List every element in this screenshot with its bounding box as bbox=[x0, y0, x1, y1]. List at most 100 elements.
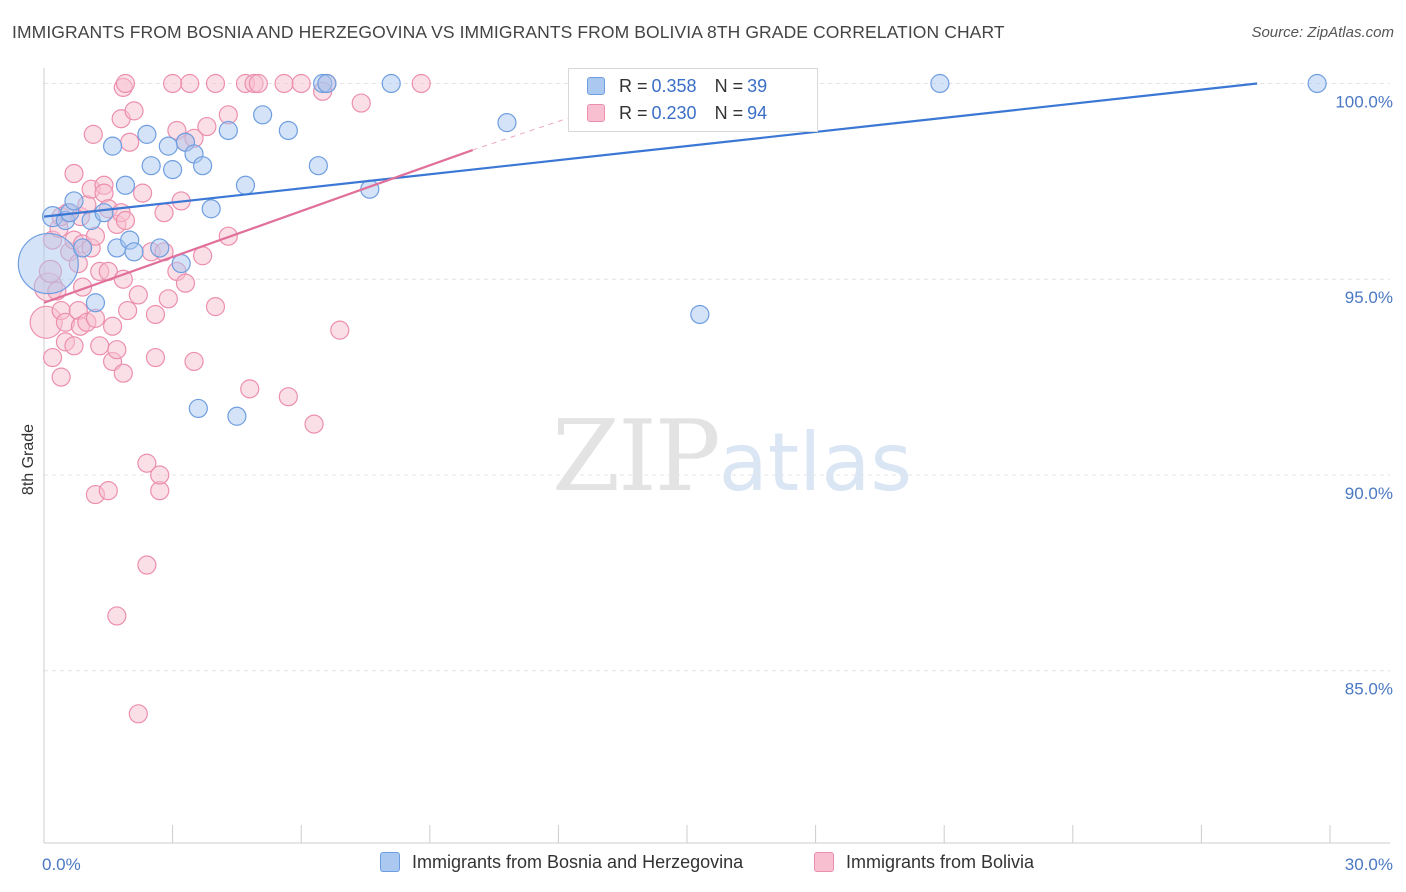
point-bolivia-63 bbox=[154, 203, 174, 223]
point-bolivia-46 bbox=[113, 363, 133, 383]
chart-source: Source: ZipAtlas.com bbox=[1251, 24, 1394, 41]
legend-n-label-bosnia: N = bbox=[714, 76, 744, 96]
point-bolivia-49 bbox=[115, 210, 136, 231]
bottom-legend-swatch-bosnia bbox=[380, 852, 400, 872]
trendline-bolivia bbox=[43, 149, 474, 304]
point-bolivia-84 bbox=[248, 73, 268, 94]
watermark-atlas: atlas bbox=[718, 416, 913, 509]
point-bolivia-52 bbox=[124, 101, 144, 121]
trendline-bosnia bbox=[43, 82, 1258, 218]
point-bolivia-16 bbox=[64, 163, 84, 184]
point-bolivia-51 bbox=[120, 132, 140, 152]
chart-title: IMMIGRANTS FROM BOSNIA AND HERZEGOVINA V… bbox=[12, 22, 1005, 42]
point-bolivia-62 bbox=[150, 465, 170, 485]
legend-row-bolivia: R = 0.230 N = 94 bbox=[587, 103, 767, 125]
point-bolivia-73 bbox=[184, 351, 204, 372]
legend-swatch-bosnia bbox=[587, 77, 605, 95]
point-bolivia-85 bbox=[274, 73, 294, 94]
bottom-legend-bolivia: Immigrants from Bolivia bbox=[814, 852, 1034, 876]
y-tick-label-100: 100.0% bbox=[1335, 92, 1393, 111]
point-bolivia-86 bbox=[278, 387, 298, 407]
point-bolivia-91 bbox=[330, 320, 350, 340]
point-bolivia-42 bbox=[107, 606, 127, 626]
point-bolivia-50 bbox=[117, 300, 138, 321]
point-bolivia-9 bbox=[51, 367, 71, 387]
point-bosnia-8 bbox=[94, 203, 114, 223]
point-bosnia-25 bbox=[218, 120, 238, 141]
legend-row-bosnia: R = 0.358 N = 39 bbox=[587, 76, 767, 98]
point-bosnia-9 bbox=[102, 136, 123, 156]
legend-n-label-bolivia: N = bbox=[714, 103, 744, 123]
point-bolivia-66 bbox=[163, 73, 183, 94]
y-tick-label-90: 90.0% bbox=[1345, 484, 1393, 503]
point-bolivia-15 bbox=[64, 336, 84, 356]
legend-r-value-bolivia: 0.230 bbox=[651, 103, 697, 123]
point-bosnia-34 bbox=[497, 113, 517, 133]
axis-layer bbox=[43, 68, 1390, 844]
point-bolivia-37 bbox=[98, 481, 118, 501]
x-tick-label-0: 0.0% bbox=[42, 855, 81, 874]
point-bosnia-0 bbox=[17, 232, 79, 295]
point-bosnia-15 bbox=[141, 156, 161, 176]
point-bosnia-4 bbox=[64, 191, 84, 211]
point-bosnia-28 bbox=[253, 105, 273, 125]
point-bolivia-92 bbox=[351, 93, 371, 113]
point-bolivia-45 bbox=[113, 269, 133, 289]
point-bolivia-27 bbox=[83, 124, 103, 144]
point-bolivia-38 bbox=[102, 316, 123, 336]
point-bolivia-55 bbox=[132, 183, 153, 203]
point-bolivia-48 bbox=[115, 73, 136, 94]
point-bolivia-76 bbox=[197, 116, 217, 137]
point-bolivia-78 bbox=[205, 297, 226, 317]
points-layer bbox=[17, 73, 1327, 724]
bottom-legend-label-bolivia: Immigrants from Bolivia bbox=[846, 852, 1035, 872]
point-bosnia-38 bbox=[317, 73, 337, 94]
x-tick-label-30: 30.0% bbox=[1345, 855, 1393, 874]
y-tick-label-85: 85.0% bbox=[1345, 680, 1393, 699]
legend-n-value-bolivia: 94 bbox=[747, 103, 768, 123]
watermark-zip: ZIP bbox=[552, 400, 721, 514]
y-tick-label-95: 95.0% bbox=[1345, 288, 1393, 307]
point-bosnia-14 bbox=[137, 124, 157, 144]
point-bosnia-27 bbox=[235, 175, 256, 195]
label-layer: 85.0% 90.0% 95.0% 100.0% 0.0% 30.0% 8th Grade bbox=[20, 92, 1393, 874]
point-bolivia-77 bbox=[205, 73, 226, 94]
point-bosnia-24 bbox=[201, 199, 221, 219]
point-bolivia-4 bbox=[42, 347, 63, 368]
bottom-legend-bosnia: Immigrants from Bosnia and Herzegovina bbox=[380, 852, 743, 876]
legend-n-value-bosnia: 39 bbox=[747, 76, 768, 96]
correlation-legend: R = 0.358 N = 39 R = 0.230 N = 94 bbox=[568, 68, 818, 132]
legend-swatch-bolivia bbox=[587, 104, 605, 122]
point-bosnia-33 bbox=[381, 73, 401, 94]
point-bosnia-22 bbox=[193, 156, 213, 176]
y-axis-label: 8th Grade bbox=[20, 424, 37, 495]
point-bosnia-17 bbox=[158, 136, 178, 156]
point-bosnia-26 bbox=[227, 406, 247, 426]
point-bolivia-32 bbox=[90, 336, 110, 356]
point-bolivia-56 bbox=[137, 555, 157, 575]
point-bolivia-54 bbox=[128, 704, 148, 724]
point-bolivia-70 bbox=[175, 273, 196, 293]
point-bosnia-5 bbox=[72, 238, 93, 258]
point-bosnia-18 bbox=[163, 160, 183, 180]
point-bosnia-23 bbox=[188, 398, 208, 419]
point-bosnia-11 bbox=[115, 175, 136, 195]
point-bosnia-35 bbox=[690, 304, 710, 325]
point-bosnia-36 bbox=[930, 73, 950, 94]
watermark: ZIPatlas bbox=[552, 400, 912, 514]
point-bosnia-37 bbox=[1307, 73, 1327, 94]
point-bolivia-40 bbox=[107, 340, 127, 360]
point-bolivia-59 bbox=[145, 304, 166, 325]
legend-r-label-bolivia: R = bbox=[619, 103, 648, 123]
point-bosnia-30 bbox=[308, 156, 328, 176]
point-bolivia-53 bbox=[128, 285, 148, 305]
bottom-legend-swatch-bolivia bbox=[814, 852, 834, 872]
point-bolivia-72 bbox=[180, 73, 200, 94]
legend-r-value-bosnia: 0.358 bbox=[651, 76, 697, 96]
point-bolivia-65 bbox=[158, 289, 178, 309]
point-bolivia-82 bbox=[240, 379, 260, 399]
point-bolivia-88 bbox=[304, 414, 324, 434]
point-bolivia-57 bbox=[137, 453, 157, 473]
point-bolivia-60 bbox=[145, 347, 166, 368]
bottom-legend-label-bosnia: Immigrants from Bosnia and Herzegovina bbox=[412, 852, 744, 872]
